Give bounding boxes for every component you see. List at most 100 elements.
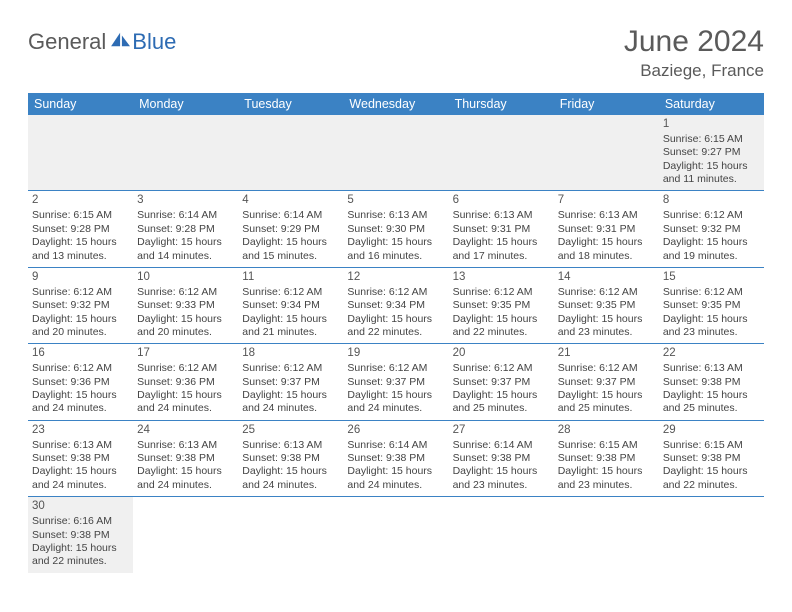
daylight-text: and 24 minutes. [347,402,444,415]
sunset-text: Sunset: 9:38 PM [558,452,655,465]
sail-icon [110,31,132,49]
sunrise-text: Sunrise: 6:13 AM [663,362,760,375]
day-number: 18 [242,346,339,361]
sunset-text: Sunset: 9:31 PM [558,223,655,236]
calendar-cell: 30Sunrise: 6:16 AMSunset: 9:38 PMDayligh… [28,497,133,573]
sunrise-text: Sunrise: 6:15 AM [663,439,760,452]
sunrise-text: Sunrise: 6:12 AM [32,362,129,375]
daylight-text: Daylight: 15 hours [663,160,760,173]
sunset-text: Sunset: 9:38 PM [242,452,339,465]
daylight-text: Daylight: 15 hours [32,389,129,402]
day-number: 26 [347,423,444,438]
calendar-cell: 4Sunrise: 6:14 AMSunset: 9:29 PMDaylight… [238,191,343,267]
daylight-text: and 24 minutes. [137,402,234,415]
logo: General Blue [28,29,176,55]
calendar-cell: 25Sunrise: 6:13 AMSunset: 9:38 PMDayligh… [238,420,343,496]
calendar-row: 23Sunrise: 6:13 AMSunset: 9:38 PMDayligh… [28,420,764,496]
sunrise-text: Sunrise: 6:13 AM [558,209,655,222]
sunrise-text: Sunrise: 6:12 AM [663,209,760,222]
location-label: Baziege, France [624,61,764,81]
daylight-text: and 24 minutes. [242,402,339,415]
daylight-text: and 17 minutes. [453,250,550,263]
daylight-text: and 23 minutes. [453,479,550,492]
daylight-text: Daylight: 15 hours [453,465,550,478]
day-number: 2 [32,193,129,208]
sunset-text: Sunset: 9:28 PM [137,223,234,236]
calendar-table: Sunday Monday Tuesday Wednesday Thursday… [28,93,764,573]
daylight-text: Daylight: 15 hours [137,313,234,326]
calendar-cell: 28Sunrise: 6:15 AMSunset: 9:38 PMDayligh… [554,420,659,496]
daylight-text: Daylight: 15 hours [137,389,234,402]
calendar-row: 16Sunrise: 6:12 AMSunset: 9:36 PMDayligh… [28,344,764,420]
sunset-text: Sunset: 9:34 PM [242,299,339,312]
daylight-text: and 22 minutes. [32,555,129,568]
daylight-text: Daylight: 15 hours [242,465,339,478]
sunrise-text: Sunrise: 6:15 AM [32,209,129,222]
weekday-header: Saturday [659,93,764,115]
sunrise-text: Sunrise: 6:13 AM [242,439,339,452]
sunset-text: Sunset: 9:35 PM [558,299,655,312]
sunrise-text: Sunrise: 6:12 AM [453,362,550,375]
sunset-text: Sunset: 9:35 PM [453,299,550,312]
day-number: 20 [453,346,550,361]
calendar-cell-blank [449,115,554,191]
day-number: 23 [32,423,129,438]
sunset-text: Sunset: 9:38 PM [32,529,129,542]
daylight-text: Daylight: 15 hours [137,236,234,249]
calendar-cell: 1Sunrise: 6:15 AMSunset: 9:27 PMDaylight… [659,115,764,191]
sunrise-text: Sunrise: 6:12 AM [32,286,129,299]
daylight-text: Daylight: 15 hours [32,542,129,555]
day-number: 24 [137,423,234,438]
calendar-cell: 3Sunrise: 6:14 AMSunset: 9:28 PMDaylight… [133,191,238,267]
sunset-text: Sunset: 9:32 PM [663,223,760,236]
calendar-cell: 21Sunrise: 6:12 AMSunset: 9:37 PMDayligh… [554,344,659,420]
day-number: 5 [347,193,444,208]
sunset-text: Sunset: 9:38 PM [137,452,234,465]
calendar-cell: 12Sunrise: 6:12 AMSunset: 9:34 PMDayligh… [343,267,448,343]
day-number: 21 [558,346,655,361]
sunset-text: Sunset: 9:30 PM [347,223,444,236]
title-block: June 2024 Baziege, France [624,25,764,81]
day-number: 22 [663,346,760,361]
daylight-text: and 14 minutes. [137,250,234,263]
day-number: 14 [558,270,655,285]
daylight-text: and 22 minutes. [347,326,444,339]
weekday-header-row: Sunday Monday Tuesday Wednesday Thursday… [28,93,764,115]
daylight-text: and 25 minutes. [558,402,655,415]
calendar-cell: 26Sunrise: 6:14 AMSunset: 9:38 PMDayligh… [343,420,448,496]
sunrise-text: Sunrise: 6:12 AM [347,362,444,375]
daylight-text: and 20 minutes. [32,326,129,339]
sunrise-text: Sunrise: 6:12 AM [558,286,655,299]
calendar-cell: 11Sunrise: 6:12 AMSunset: 9:34 PMDayligh… [238,267,343,343]
sunset-text: Sunset: 9:36 PM [137,376,234,389]
sunrise-text: Sunrise: 6:14 AM [242,209,339,222]
weekday-header: Sunday [28,93,133,115]
daylight-text: Daylight: 15 hours [347,236,444,249]
day-number: 4 [242,193,339,208]
calendar-cell-blank [554,497,659,573]
daylight-text: and 24 minutes. [137,479,234,492]
daylight-text: Daylight: 15 hours [663,313,760,326]
sunset-text: Sunset: 9:33 PM [137,299,234,312]
daylight-text: Daylight: 15 hours [347,465,444,478]
daylight-text: and 13 minutes. [32,250,129,263]
daylight-text: and 24 minutes. [347,479,444,492]
header: General Blue June 2024 Baziege, France [28,25,764,81]
daylight-text: and 24 minutes. [242,479,339,492]
daylight-text: and 18 minutes. [558,250,655,263]
day-number: 11 [242,270,339,285]
sunset-text: Sunset: 9:38 PM [347,452,444,465]
daylight-text: Daylight: 15 hours [663,236,760,249]
sunset-text: Sunset: 9:35 PM [663,299,760,312]
weekday-header: Monday [133,93,238,115]
daylight-text: Daylight: 15 hours [558,313,655,326]
calendar-cell: 14Sunrise: 6:12 AMSunset: 9:35 PMDayligh… [554,267,659,343]
sunrise-text: Sunrise: 6:14 AM [137,209,234,222]
calendar-row: 30Sunrise: 6:16 AMSunset: 9:38 PMDayligh… [28,497,764,573]
daylight-text: and 25 minutes. [453,402,550,415]
daylight-text: Daylight: 15 hours [32,465,129,478]
calendar-cell: 15Sunrise: 6:12 AMSunset: 9:35 PMDayligh… [659,267,764,343]
calendar-row: 9Sunrise: 6:12 AMSunset: 9:32 PMDaylight… [28,267,764,343]
day-number: 17 [137,346,234,361]
daylight-text: and 24 minutes. [32,479,129,492]
